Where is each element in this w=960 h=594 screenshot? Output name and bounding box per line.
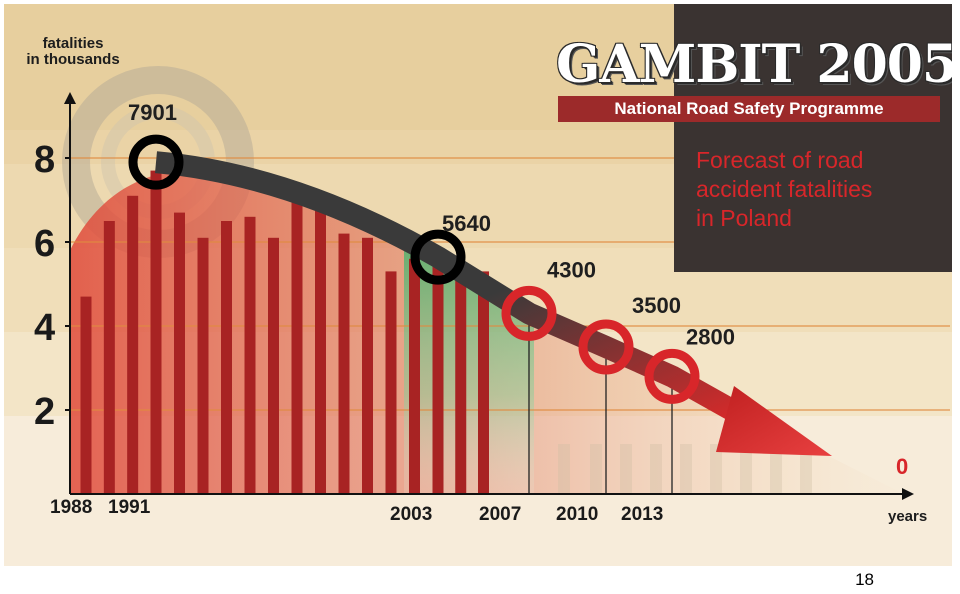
x-tick-label-2010: 2010: [556, 504, 598, 525]
x-tick-label-2007: 2007: [479, 504, 521, 525]
bar-1988: [80, 296, 92, 494]
bar-1989: [103, 221, 115, 494]
value-label-2013: 2800: [686, 324, 735, 349]
bar-2003: [432, 263, 444, 494]
y-tick-label-2: 2: [34, 391, 55, 433]
bar-1996: [268, 237, 279, 495]
forecast-drop-lines: [528, 313, 812, 494]
forecast-line-1: Forecast of road: [696, 147, 864, 173]
bar-2001: [385, 271, 397, 494]
y-axis-arrow: [64, 92, 76, 104]
forecast-banner: [674, 4, 952, 272]
main-title: GAMBIT 2005: [556, 34, 952, 95]
bar-1994: [221, 221, 232, 494]
forecast-line-3: in Poland: [696, 205, 792, 231]
value-label-2010: 3500: [632, 293, 681, 318]
bar-2005: [478, 271, 489, 494]
ring-1991: [128, 134, 184, 190]
ring-2013: [644, 348, 700, 404]
y-tick-label-4: 4: [34, 307, 55, 349]
faded-column-6: [740, 444, 752, 494]
x-tick-label-2003: 2003: [390, 504, 432, 525]
trend-arrow-head: [716, 386, 832, 456]
faded-column-1: [590, 444, 602, 494]
faded-column-2: [620, 444, 632, 494]
x-tick-label-1988: 1988: [50, 497, 92, 518]
bars: [80, 170, 489, 495]
bar-1991: [150, 170, 162, 494]
bar-1992: [174, 212, 185, 494]
subtitle-bar: National Road Safety Programme: [558, 96, 940, 122]
ring-2007: [501, 285, 557, 341]
ring-2003: [410, 229, 466, 285]
bar-1999: [338, 233, 350, 494]
y-axis-title-line2: in thousands: [26, 51, 120, 68]
bar-1997: [291, 195, 303, 495]
x-axis-arrow: [902, 488, 914, 500]
slide: 2 4 6 8 1988 1991 2003 2007 2010 2013 7901 5640 430…: [4, 4, 952, 566]
x-tick-label-1991: 1991: [108, 497, 151, 518]
trend-arrow: [154, 151, 832, 456]
forecast-caption: Forecast of road accident fatalities in …: [696, 146, 936, 233]
x-tick-label-2013: 2013: [621, 504, 663, 525]
ring-2010: [578, 319, 634, 375]
bar-1995: [244, 216, 256, 495]
trend-arrow-body: [154, 151, 745, 424]
value-label-1991: 7901: [128, 100, 177, 125]
end-value-label: 0: [896, 454, 908, 479]
x-axis-title: years: [888, 508, 928, 525]
faded-column-3: [650, 444, 662, 494]
faded-column-4: [680, 444, 692, 494]
bar-2004: [455, 263, 467, 494]
axes: 2 4 6 8 1988 1991 2003 2007 2010 2013: [34, 92, 914, 525]
page-number: 18: [855, 570, 874, 589]
faded-column-7: [770, 444, 782, 494]
y-tick-label-8: 8: [34, 139, 55, 181]
faded-column-8: [800, 444, 812, 494]
subtitle-text: National Road Safety Programme: [614, 99, 884, 118]
bar-2000: [362, 237, 373, 495]
y-axis-title: fatalities in thousands: [18, 36, 128, 68]
bar-1998: [315, 204, 326, 494]
faded-column-0: [558, 444, 570, 494]
y-tick-label-6: 6: [34, 223, 55, 265]
forecast-line-2: accident fatalities: [696, 176, 873, 202]
value-rings: [128, 134, 700, 404]
value-label-2007: 4300: [547, 257, 596, 282]
value-label-2003: 5640: [442, 211, 491, 236]
bar-2002: [409, 258, 420, 494]
bar-1990: [127, 195, 139, 495]
faded-column-5: [710, 444, 722, 494]
y-axis-title-line1: fatalities: [42, 35, 104, 52]
bar-1993: [197, 237, 209, 495]
